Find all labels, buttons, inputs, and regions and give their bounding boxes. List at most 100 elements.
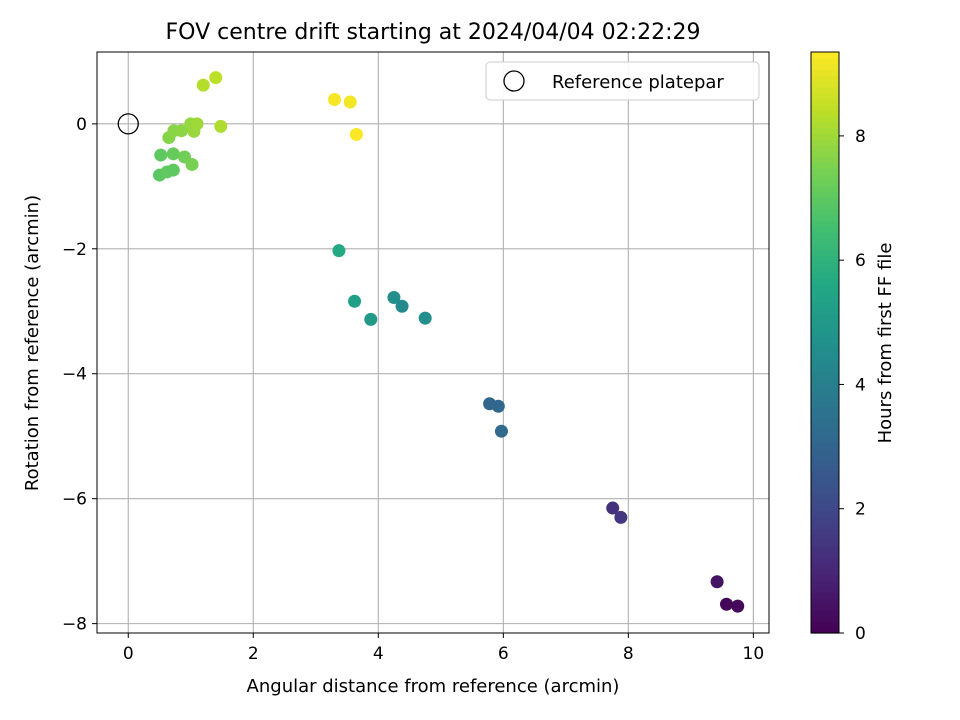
- colorbar-segment: [811, 394, 839, 402]
- colorbar-segment: [811, 261, 839, 268]
- colorbar-segment: [811, 115, 839, 123]
- colorbar-segment: [811, 92, 839, 100]
- colorbar-segment: [811, 359, 839, 367]
- legend-box: [485, 61, 760, 101]
- colorbar-segment: [811, 197, 839, 204]
- data-point: [332, 244, 346, 258]
- data-point: [209, 71, 223, 85]
- colorbar-segment: [811, 354, 839, 361]
- colorbar-segment: [811, 377, 839, 384]
- colorbar-segment: [811, 534, 839, 541]
- data-point: [364, 312, 378, 326]
- colorbar-segment: [811, 232, 839, 239]
- data-point: [387, 291, 401, 305]
- colorbar-segment: [811, 429, 839, 437]
- colorbar-segment: [811, 481, 839, 489]
- colorbar-segment: [811, 365, 839, 373]
- data-point: [731, 599, 745, 613]
- data-point: [606, 501, 620, 515]
- colorbar-segment: [811, 423, 839, 431]
- data-point: [494, 424, 508, 438]
- colorbar-segment: [811, 208, 839, 216]
- plot-background: [97, 52, 769, 633]
- data-point: [614, 510, 628, 524]
- colorbar-segment: [811, 510, 839, 518]
- colorbar-segment: [811, 255, 839, 262]
- colorbar-segment: [811, 412, 839, 419]
- colorbar-segment: [811, 563, 839, 570]
- colorbar-segment: [811, 516, 839, 524]
- legend-entry-reference: Reference platepar: [552, 72, 724, 93]
- colorbar-segment: [811, 162, 839, 169]
- colorbar-segment: [811, 458, 839, 466]
- colorbar-segment: [811, 447, 839, 454]
- data-point: [190, 117, 204, 131]
- colorbar-segment: [811, 290, 839, 297]
- chart-title: FOV centre drift starting at 2024/04/04 …: [166, 20, 701, 45]
- colorbar-label: Hours from first FF file: [875, 243, 896, 444]
- colorbar-segment: [811, 598, 839, 605]
- data-points: [153, 71, 745, 613]
- colorbar-segment: [811, 284, 839, 291]
- colorbar-segment: [811, 272, 839, 280]
- colorbar-tick-label: 4: [855, 375, 866, 395]
- colorbar-segment: [811, 313, 839, 320]
- colorbar-segment: [811, 144, 839, 152]
- colorbar-segment: [811, 52, 839, 59]
- colorbar-gradient: [811, 52, 839, 634]
- colorbar-segment: [811, 301, 839, 309]
- colorbar-segment: [811, 476, 839, 483]
- colorbar-segment: [811, 551, 839, 559]
- data-point: [214, 119, 228, 133]
- data-point: [185, 157, 199, 171]
- colorbar-segment: [811, 249, 839, 256]
- colorbar-tick-label: 6: [855, 251, 866, 271]
- data-point: [418, 311, 432, 325]
- colorbar-segment: [811, 325, 839, 332]
- data-point: [166, 147, 180, 161]
- x-tick-label: 2: [248, 644, 259, 664]
- x-tick-label: 4: [373, 644, 384, 664]
- reference-platepar-marker: [117, 113, 139, 135]
- colorbar-segment: [811, 307, 839, 315]
- colorbar-ticks: 0 2 4 6 8: [839, 127, 866, 644]
- colorbar-segment: [811, 540, 839, 547]
- colorbar-segment: [811, 505, 839, 512]
- data-point: [719, 597, 733, 611]
- y-tick-label: −2: [62, 240, 87, 260]
- data-point: [196, 78, 210, 92]
- colorbar-segment: [811, 574, 839, 582]
- colorbar-segment: [811, 621, 839, 628]
- colorbar-segment: [811, 278, 839, 285]
- data-point: [710, 575, 724, 589]
- grid: [97, 52, 769, 633]
- colorbar-frame: [810, 51, 840, 634]
- colorbar-tick-label: 2: [855, 500, 866, 520]
- colorbar-segment: [811, 266, 839, 274]
- colorbar-segment: [811, 569, 839, 576]
- data-point: [166, 163, 180, 177]
- data-point: [491, 399, 505, 413]
- colorbar-segment: [811, 470, 839, 477]
- colorbar-segment: [811, 168, 839, 175]
- plot-area: 0 2 4 6 8 10 −8 −6 −4 −2 0: [62, 51, 770, 664]
- colorbar-segment: [811, 400, 839, 408]
- colorbar-segment: [811, 127, 839, 134]
- colorbar-segment: [811, 371, 839, 378]
- colorbar-segment: [811, 81, 839, 88]
- colorbar-segment: [811, 86, 839, 94]
- colorbar-segment: [811, 383, 839, 390]
- data-point: [395, 299, 409, 313]
- colorbar-tick-label: 8: [855, 127, 866, 147]
- colorbar-segment: [811, 557, 839, 564]
- colorbar-segment: [811, 63, 839, 71]
- colorbar-segment: [811, 156, 839, 163]
- colorbar-segment: [811, 406, 839, 413]
- data-point: [343, 95, 357, 109]
- colorbar-segment: [811, 191, 839, 198]
- colorbar-segment: [811, 139, 839, 146]
- colorbar-segment: [811, 441, 839, 448]
- x-tick-label: 8: [623, 644, 634, 664]
- colorbar-segment: [811, 336, 839, 344]
